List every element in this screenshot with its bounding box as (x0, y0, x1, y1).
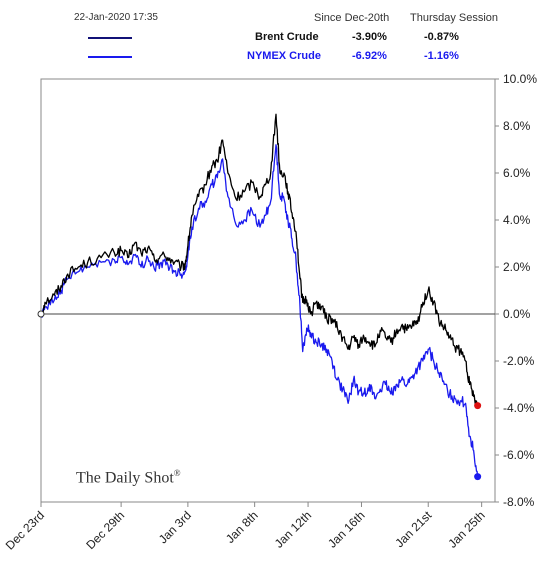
y-tick-label: -8.0% (503, 495, 535, 509)
series-line (40, 144, 479, 477)
legend-session-nymex: -1.16% (424, 50, 459, 62)
y-tick-label: 2.0% (503, 260, 531, 274)
y-tick-label: 0.0% (503, 307, 531, 321)
series-end-marker (474, 473, 482, 481)
series-line (40, 113, 479, 407)
x-tick-label: Dec 23rd (3, 508, 47, 552)
legend-since-brent: -3.90% (352, 31, 387, 43)
x-tick-label: Jan 16th (325, 508, 367, 550)
x-tick-label: Jan 8th (223, 508, 261, 546)
watermark: The Daily Shot® (76, 468, 181, 487)
y-axis: 10.0% 8.0% 6.0% 4.0% 2.0% 0.0% -2.0% -4.0% -6.0%… (495, 72, 537, 509)
x-tick-label: Jan 12th (272, 508, 314, 550)
y-tick-label: -2.0% (503, 354, 535, 368)
origin-marker (37, 310, 45, 318)
x-axis: Dec 23rd Dec 29th Jan 3rd Jan 8th Jan 12th Ja… (3, 502, 488, 553)
legend-line-nymex (88, 56, 132, 58)
y-tick-label: 6.0% (503, 166, 531, 180)
watermark-text: The Daily Shot (76, 469, 174, 487)
header-session: Thursday Session (410, 12, 499, 24)
y-tick-label: 8.0% (503, 119, 531, 133)
x-tick-label: Dec 29th (83, 508, 127, 552)
x-tick-label: Jan 3rd (156, 508, 194, 546)
y-tick-label: 10.0% (503, 72, 537, 86)
y-tick-label: 4.0% (503, 213, 531, 227)
y-tick-label: -4.0% (503, 401, 535, 415)
legend-label-brent: Brent Crude (255, 31, 319, 43)
y-tick-label: -6.0% (503, 448, 535, 462)
x-tick-label: Jan 21st (392, 508, 434, 550)
legend-label-nymex: NYMEX Crude (247, 50, 321, 62)
timestamp: 22-Jan-2020 17:35 (74, 12, 158, 23)
series-end-marker (474, 402, 482, 410)
watermark-registered-mark: ® (173, 468, 181, 478)
header-since: Since Dec-20th (314, 12, 390, 24)
legend-since-nymex: -6.92% (352, 50, 387, 62)
legend-session-brent: -0.87% (424, 31, 459, 43)
legend-line-brent (88, 37, 132, 39)
plot-border (40, 78, 496, 503)
series-layer (37, 113, 482, 481)
x-tick-label: Jan 25th (445, 508, 487, 550)
